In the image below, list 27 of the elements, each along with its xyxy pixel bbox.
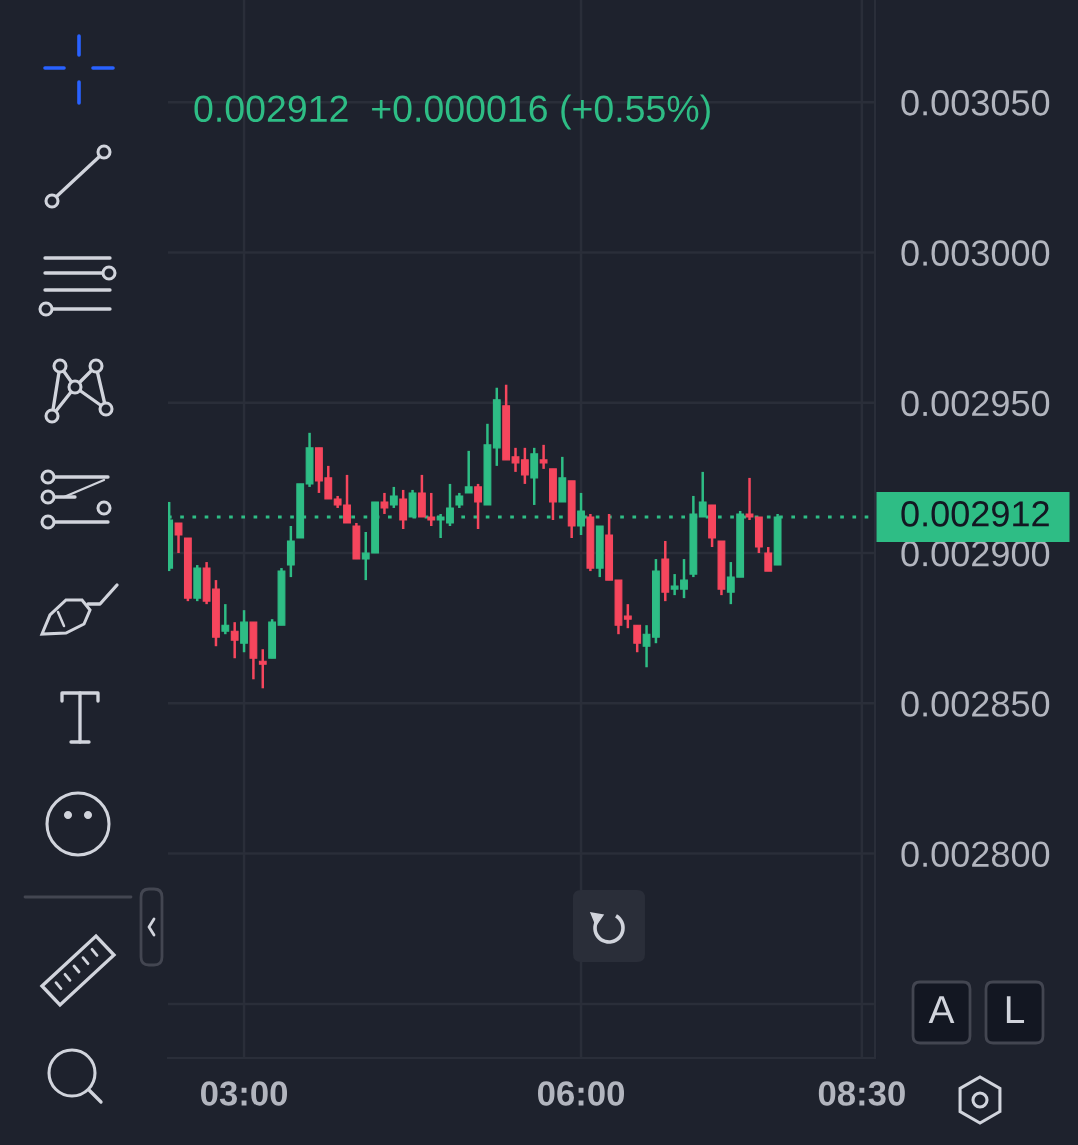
y-tick-label: 0.003050	[901, 90, 1050, 116]
y-tick-label: 0.003000	[901, 240, 1050, 266]
candlestick	[221, 602, 230, 636]
candlestick	[380, 491, 389, 516]
candlestick	[633, 623, 642, 654]
candlestick	[539, 443, 548, 471]
text: A	[928, 996, 955, 1024]
y-tick-label: 0.002850	[901, 691, 1050, 717]
candlestick	[258, 647, 267, 690]
candlestick	[474, 482, 482, 531]
candlestick	[174, 521, 183, 555]
x-tick-label: 03:00	[201, 1081, 288, 1106]
candlestick	[399, 488, 408, 531]
y-tick-label: 0.002900	[901, 540, 1050, 567]
y-tick-label: 0.002950	[901, 390, 1050, 417]
candlestick	[464, 449, 473, 495]
ref-line-label: 0.002912	[901, 501, 1049, 527]
candlestick	[230, 620, 239, 660]
candlestick	[764, 545, 773, 573]
x-tick-label: 06:00	[538, 1081, 625, 1106]
candlestick	[240, 608, 248, 654]
text: L	[1006, 996, 1025, 1024]
candlestick	[389, 485, 398, 510]
text: 0.002912 +0.000016 (+0.55%)	[194, 94, 710, 130]
x-tick-label: 08:30	[818, 1081, 905, 1106]
candlestick	[623, 602, 632, 630]
y-tick-label: 0.002800	[901, 841, 1050, 868]
